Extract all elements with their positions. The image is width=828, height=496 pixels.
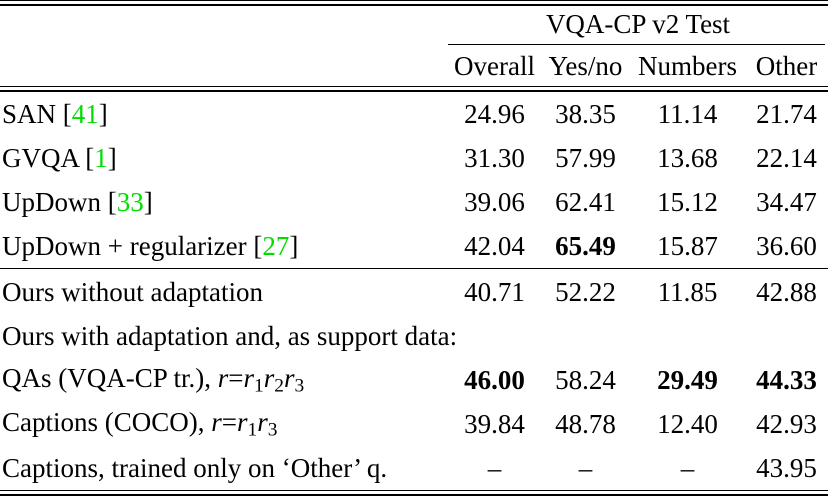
cell-updown-regularizer-yesno: 65.49 — [555, 230, 616, 261]
cell-qas-vqa-cp-yesno: 58.24 — [555, 364, 616, 395]
group-header-rule — [448, 44, 825, 46]
cell-captions-coco-overall: 39.84 — [464, 408, 525, 439]
table-row-updown: UpDown [33] 39.06 62.41 15.12 34.47 — [0, 180, 828, 224]
cell-qas-vqa-cp-overall: 46.00 — [464, 364, 525, 395]
cell-updown-numbers: 15.12 — [657, 186, 718, 217]
cell-ours-without-adaptation-other: 42.88 — [756, 276, 817, 307]
cell-updown-regularizer-overall: 42.04 — [464, 230, 525, 261]
col-header-yesno: Yes/no — [548, 50, 623, 81]
table-body: SAN [41] 24.96 38.35 11.14 21.74 GVQA [1] 31.3… — [0, 92, 828, 490]
column-header-row: Overall Yes/no Numbers Other — [0, 46, 828, 86]
table-row-ours-without-adaptation: Ours without adaptation 40.71 52.22 11.85 42… — [0, 270, 828, 314]
label-text: Ours without adaptation — [2, 276, 263, 307]
cell-gvqa-overall: 31.30 — [464, 142, 525, 173]
math-subscript: 1 — [254, 374, 264, 396]
top-rule — [0, 0, 828, 6]
math-var: r — [283, 362, 295, 393]
cell-san-other: 21.74 — [756, 98, 817, 129]
section-divider-rule — [0, 268, 828, 270]
citation-link[interactable]: 33 — [116, 186, 144, 217]
label-text: ] — [289, 230, 299, 261]
table-row-captions-coco: Captions (COCO), r=r1r3 39.84 48.78 12.40 42… — [0, 402, 828, 446]
row-label-updown-regularizer: UpDown + regularizer [27] — [0, 230, 448, 261]
group-header-row: VQA-CP v2 Test — [0, 6, 828, 44]
math-var: r — [243, 362, 255, 393]
cell-gvqa-other: 22.14 — [756, 142, 817, 173]
row-label-gvqa: GVQA [1] — [0, 142, 448, 173]
label-text: Ours with adaptation and, as support dat… — [2, 320, 458, 351]
label-text: Captions (COCO), — [2, 406, 212, 437]
cell-san-yesno: 38.35 — [555, 98, 616, 129]
citation-link[interactable]: 41 — [71, 98, 99, 129]
label-text: UpDown + regularizer [ — [2, 230, 263, 261]
cell-captions-coco-numbers: 12.40 — [657, 408, 718, 439]
header-rule — [0, 86, 828, 92]
table-row-qas-vqa-cp: QAs (VQA-CP tr.), r=r1r2r3 46.00 58.24 29.4… — [0, 358, 828, 402]
cell-ours-without-adaptation-overall: 40.71 — [464, 276, 525, 307]
cell-updown-regularizer-numbers: 15.87 — [657, 230, 718, 261]
label-text: = — [228, 362, 244, 393]
cell-captions-other-only-overall: – — [487, 452, 502, 483]
label-text: = — [221, 406, 237, 437]
cell-captions-coco-other: 42.93 — [756, 408, 817, 439]
math-subscript: 3 — [294, 374, 305, 396]
math-var: r — [237, 406, 248, 437]
cell-gvqa-yesno: 57.99 — [555, 142, 616, 173]
cell-gvqa-numbers: 13.68 — [657, 142, 718, 173]
citation-link[interactable]: 27 — [262, 230, 290, 261]
col-header-other: Other — [755, 50, 818, 81]
citation-link[interactable]: 1 — [94, 142, 108, 173]
table-row-captions-other-only: Captions, trained only on ‘Other’ q. – – – 4… — [0, 446, 828, 490]
cell-captions-other-only-yesno: – — [578, 452, 593, 483]
label-text: QAs (VQA-CP tr.), — [2, 362, 218, 393]
cell-qas-vqa-cp-numbers: 29.49 — [657, 364, 718, 395]
cell-updown-yesno: 62.41 — [555, 186, 616, 217]
math-subscript: 2 — [274, 374, 284, 396]
cell-san-numbers: 11.14 — [657, 98, 718, 129]
row-label-captions-coco: Captions (COCO), r=r1r3 — [0, 406, 448, 440]
row-label-san: SAN [41] — [0, 98, 448, 129]
cell-qas-vqa-cp-other: 44.33 — [756, 364, 817, 395]
cell-ours-without-adaptation-yesno: 52.22 — [555, 276, 616, 307]
col-header-overall: Overall — [454, 50, 535, 81]
row-label-ours-without-adaptation: Ours without adaptation — [0, 276, 448, 307]
cell-updown-regularizer-other: 36.60 — [756, 230, 817, 261]
math-subscript: 1 — [247, 418, 258, 440]
math-var: r — [211, 406, 222, 437]
row-label-updown: UpDown [33] — [0, 186, 448, 217]
table-row-san: SAN [41] 24.96 38.35 11.14 21.74 — [0, 92, 828, 136]
math-subscript: 3 — [267, 418, 278, 440]
cell-captions-other-only-other: 43.95 — [756, 452, 817, 483]
table-row-updown-regularizer: UpDown + regularizer [27] 42.04 65.49 15.87… — [0, 224, 828, 268]
cell-ours-without-adaptation-numbers: 11.85 — [657, 276, 718, 307]
cell-captions-coco-yesno: 48.78 — [555, 408, 616, 439]
cell-updown-other: 34.47 — [756, 186, 817, 217]
row-label-ours-with-adaptation-header: Ours with adaptation and, as support dat… — [0, 322, 457, 350]
math-var: r — [263, 362, 275, 393]
table-row-gvqa: GVQA [1] 31.30 57.99 13.68 22.14 — [0, 136, 828, 180]
cell-san-overall: 24.96 — [464, 98, 525, 129]
label-text: Captions, trained only on ‘Other’ q. — [2, 452, 388, 483]
label-text: SAN [ — [2, 98, 72, 129]
label-text: GVQA [ — [2, 142, 95, 173]
math-var: r — [217, 362, 229, 393]
bottom-rule — [0, 490, 828, 496]
row-label-captions-other-only: Captions, trained only on ‘Other’ q. — [0, 452, 448, 483]
label-text: ] — [143, 186, 153, 217]
math-var: r — [257, 406, 268, 437]
row-label-qas-vqa-cp: QAs (VQA-CP tr.), r=r1r2r3 — [0, 362, 448, 396]
table-row-ours-with-adaptation-header: Ours with adaptation and, as support dat… — [0, 314, 828, 358]
label-text: ] — [107, 142, 117, 173]
col-header-numbers: Numbers — [638, 50, 737, 81]
label-text: ] — [98, 98, 108, 129]
cell-updown-overall: 39.06 — [464, 186, 525, 217]
label-text: UpDown [ — [2, 186, 117, 217]
group-header: VQA-CP v2 Test — [545, 8, 731, 39]
cell-captions-other-only-numbers: – — [680, 452, 695, 483]
group-header-rule-row — [0, 44, 828, 46]
